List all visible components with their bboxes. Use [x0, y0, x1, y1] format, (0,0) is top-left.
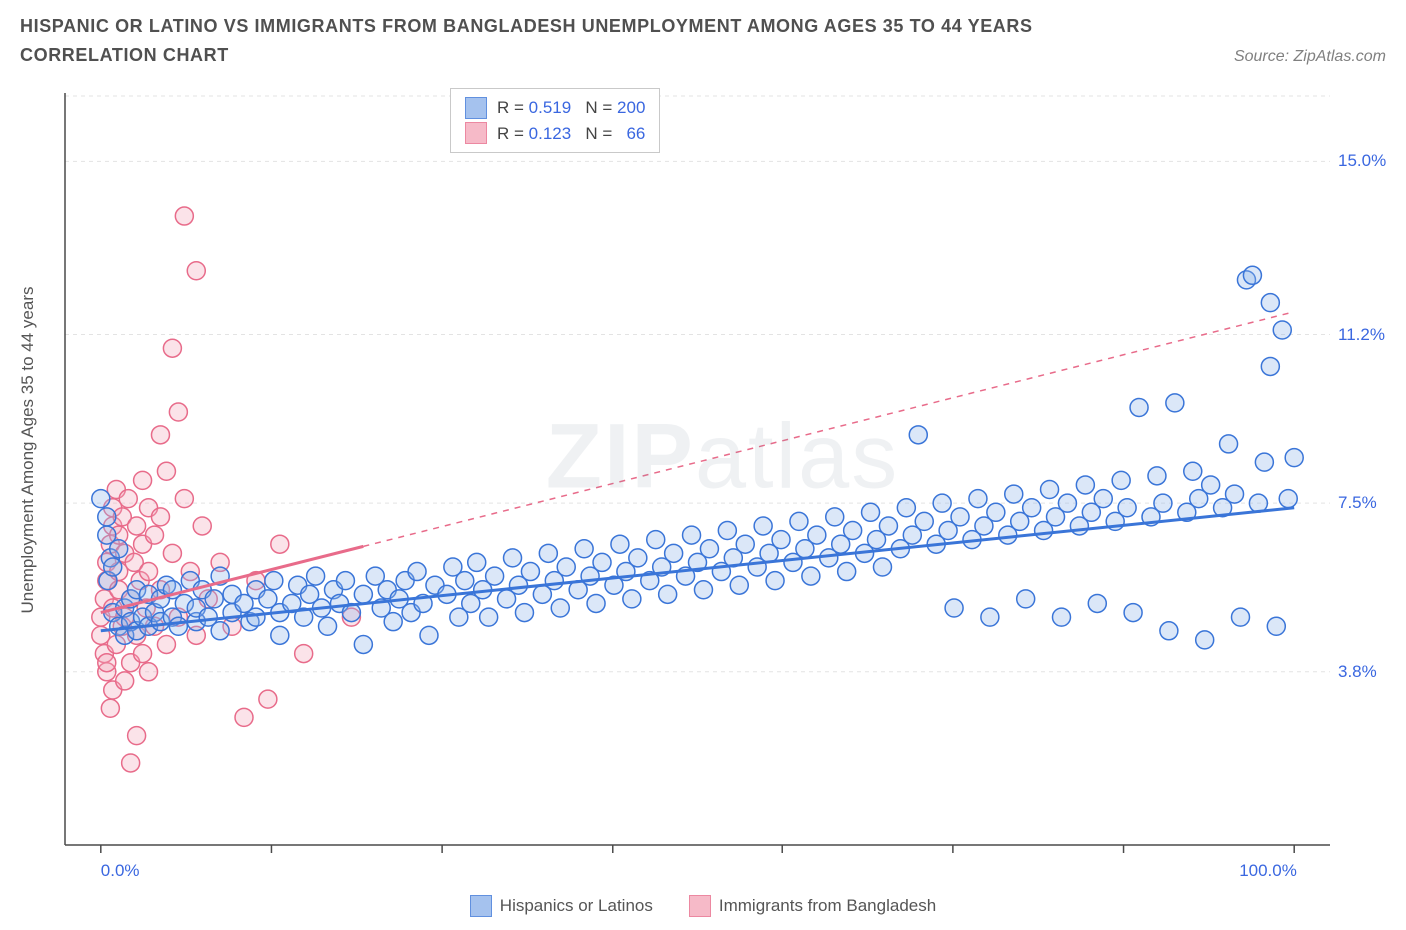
legend-stats-text: R = 0.123 N = 66 — [497, 121, 645, 147]
series-legend-label: Immigrants from Bangladesh — [719, 896, 936, 916]
series-legend-item: Hispanics or Latinos — [470, 895, 653, 917]
scatter-chart-svg — [60, 85, 1385, 860]
x-tick-label: 0.0% — [101, 861, 140, 881]
x-tick-label: 100.0% — [1239, 861, 1297, 881]
y-tick-label: 3.8% — [1338, 662, 1377, 682]
source-attribution: Source: ZipAtlas.com — [1234, 48, 1386, 66]
y-tick-label: 7.5% — [1338, 493, 1377, 513]
stats-legend-row: R = 0.519 N = 200 — [465, 95, 645, 121]
legend-stats-text: R = 0.519 N = 200 — [497, 95, 645, 121]
legend-swatch — [465, 97, 487, 119]
stats-legend: R = 0.519 N = 200R = 0.123 N = 66 — [450, 88, 660, 153]
legend-swatch — [470, 895, 492, 917]
y-axis-label: Unemployment Among Ages 35 to 44 years — [18, 123, 38, 450]
series-legend-label: Hispanics or Latinos — [500, 896, 653, 916]
legend-swatch — [465, 122, 487, 144]
legend-swatch — [689, 895, 711, 917]
series-legend-item: Immigrants from Bangladesh — [689, 895, 936, 917]
series-legend: Hispanics or Latinos Immigrants from Bang… — [0, 895, 1406, 922]
chart-title: HISPANIC OR LATINO VS IMMIGRANTS FROM BA… — [20, 12, 1120, 70]
chart-area: ZIPatlas — [60, 85, 1385, 860]
y-tick-label: 15.0% — [1338, 151, 1386, 171]
y-tick-label: 11.2% — [1338, 325, 1385, 345]
stats-legend-row: R = 0.123 N = 66 — [465, 121, 645, 147]
